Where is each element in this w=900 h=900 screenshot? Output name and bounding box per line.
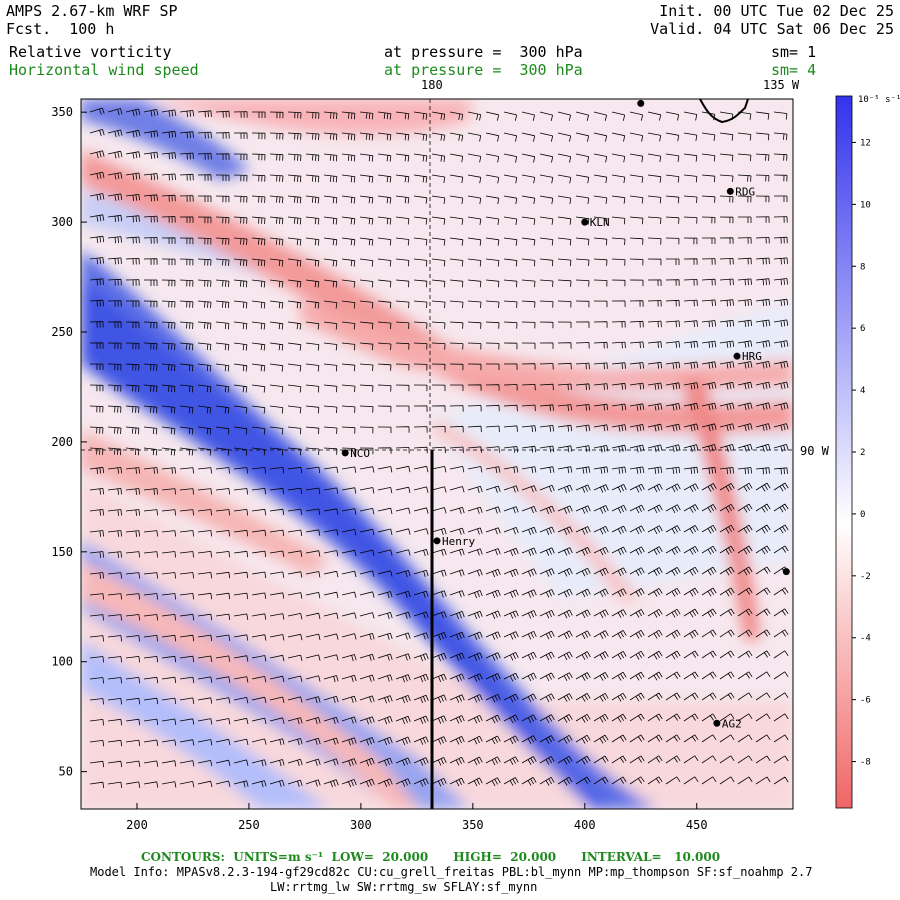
colorbar-tick-label: 4	[860, 386, 865, 396]
station-markers: RDG KLN HRG NCO Henry AG2	[341, 99, 790, 730]
colorbar	[835, 95, 853, 809]
colorbar-tick-label: 0	[860, 510, 865, 520]
lon-label-180: 180	[421, 78, 443, 92]
field2-name: Horizontal wind speed	[9, 61, 199, 79]
colorbar-tick-label: 6	[860, 324, 865, 334]
field1-name: Relative vorticity	[9, 43, 172, 61]
station-label: AG2	[722, 717, 742, 730]
model-info-physics: LW:rrtmg_lw SW:rrtmg_sw SFLAY:sf_mynn	[270, 880, 538, 894]
valid-time: Valid. 04 UTC Sat 06 Dec 25	[650, 20, 894, 38]
contours-info: CONTOURS: UNITS=m s⁻¹ LOW= 20.000 HIGH= …	[141, 850, 721, 864]
field2-level: at pressure = 300 hPa	[384, 61, 583, 79]
forecast-hour: Fcst. 100 h	[6, 20, 115, 38]
station-label: Henry	[442, 535, 475, 548]
colorbar-tick-label: 8	[860, 262, 865, 272]
y-axis: 50 100 150 200 250 300 350	[51, 105, 87, 779]
model-title: AMPS 2.67-km WRF SP	[6, 2, 178, 20]
station-label: NCO	[350, 447, 370, 460]
x-tick-label: 450	[686, 818, 708, 832]
station-dot	[433, 537, 441, 545]
x-tick-label: 300	[350, 818, 372, 832]
y-tick-label: 350	[51, 105, 73, 119]
colorbar-tick-label: -4	[860, 634, 871, 644]
colorbar-tick-label: 2	[860, 448, 865, 458]
x-tick-label: 350	[462, 818, 484, 832]
station-dot	[726, 187, 734, 195]
x-axis: 200 250 300 350 400 450	[126, 803, 708, 832]
y-tick-label: 300	[51, 215, 73, 229]
y-tick-label: 200	[51, 435, 73, 449]
x-tick-label: 200	[126, 818, 148, 832]
wind-barbs	[89, 107, 789, 789]
y-tick-label: 150	[51, 545, 73, 559]
field1-level: at pressure = 300 hPa	[384, 43, 583, 61]
station-dot	[733, 352, 741, 360]
station-dot	[782, 568, 790, 576]
field2-smoothing: sm= 4	[771, 61, 817, 79]
colorbar-ticks: 12 10 8 6 4 2 0 -2 -4 -6 -8	[852, 138, 871, 768]
y-tick-label: 50	[59, 765, 73, 779]
colorbar-tick-label: -6	[860, 696, 871, 706]
x-tick-label: 250	[238, 818, 260, 832]
colorbar-tick-label: -2	[860, 572, 871, 582]
x-tick-label: 400	[574, 818, 596, 832]
y-tick-label: 100	[51, 655, 73, 669]
model-info: Model Info: MPASv8.2.3-194-gf29cd82c CU:…	[90, 865, 813, 879]
station-dot	[713, 719, 721, 727]
coastline	[699, 99, 749, 124]
colorbar-unit: 10⁻⁵ s⁻¹	[858, 95, 900, 105]
lon-label-90w: 90 W	[800, 444, 829, 458]
colorbar-tick-label: 10	[860, 200, 871, 210]
station-label: HRG	[742, 350, 762, 363]
wind-barb-paths	[89, 107, 789, 789]
y-tick-label: 250	[51, 325, 73, 339]
station-label: KLN	[590, 216, 610, 229]
station-label: RDG	[735, 185, 755, 198]
station-dot	[581, 218, 589, 226]
station-dot	[341, 449, 349, 457]
colorbar-tick-label: 12	[860, 138, 871, 148]
field1-smoothing: sm= 1	[771, 43, 817, 61]
lon-label-135w: 135 W	[763, 78, 800, 92]
colorbar-tick-label: -8	[860, 758, 871, 768]
station-dot	[637, 99, 645, 107]
plot-frame	[80, 98, 794, 810]
init-time: Init. 00 UTC Tue 02 Dec 25	[659, 2, 894, 20]
